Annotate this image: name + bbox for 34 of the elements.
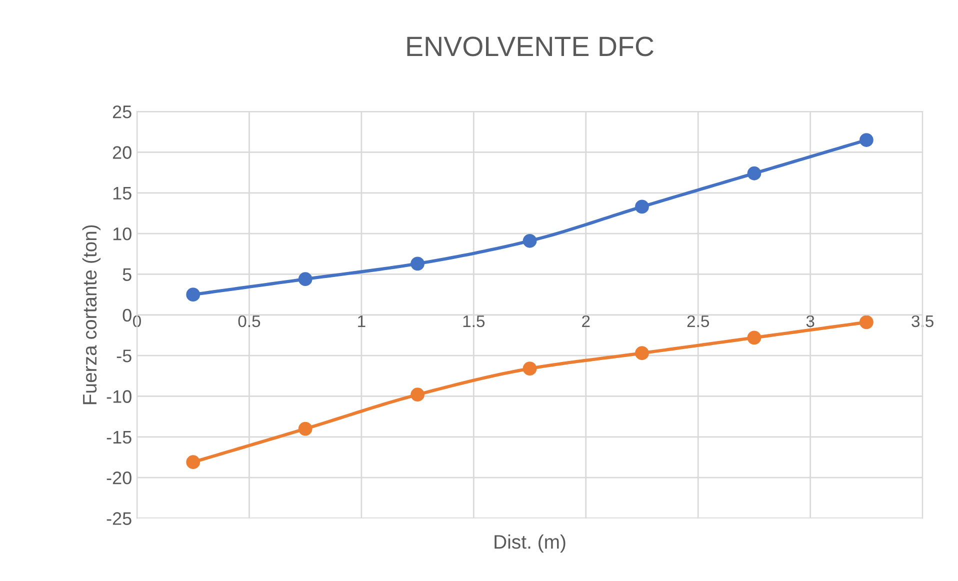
point	[747, 330, 762, 345]
y-tick-label: 5	[122, 268, 132, 281]
point	[635, 346, 649, 360]
point	[860, 133, 874, 147]
y-tick-label: -15	[106, 431, 132, 444]
y-tick-label: 10	[113, 227, 132, 240]
point	[410, 388, 424, 402]
point	[298, 422, 312, 436]
point	[522, 362, 537, 376]
x-tick-label: 3	[806, 315, 814, 328]
point	[635, 200, 649, 214]
x-tick-label: 1.5	[463, 316, 485, 328]
x-tick-label: 2	[582, 315, 590, 327]
x-tick-label: 0.5	[238, 315, 260, 328]
y-tick-label: -10	[106, 390, 132, 403]
point	[747, 166, 762, 180]
y-axis-title: Fuerza cortante (ton)	[82, 225, 100, 404]
y-tick-label: -5	[116, 350, 132, 362]
x-axis-title: Dist. (m)	[494, 534, 566, 553]
point	[298, 272, 312, 286]
y-tick-label: -25	[106, 512, 132, 525]
chart-title: ENVOLVENTE DFC	[407, 36, 654, 56]
y-tick-label: 25	[112, 105, 132, 118]
point	[186, 288, 200, 302]
point	[860, 315, 874, 330]
point	[410, 256, 424, 271]
y-tick-label: 15	[113, 187, 132, 200]
y-tick-label: -20	[106, 472, 132, 484]
x-tick-label: 2.5	[687, 315, 709, 328]
point	[522, 234, 537, 248]
x-tick-label: 3.5	[912, 315, 934, 328]
point	[186, 455, 200, 470]
y-tick-label: 20	[112, 146, 132, 159]
x-tick-label: 1	[358, 316, 366, 327]
